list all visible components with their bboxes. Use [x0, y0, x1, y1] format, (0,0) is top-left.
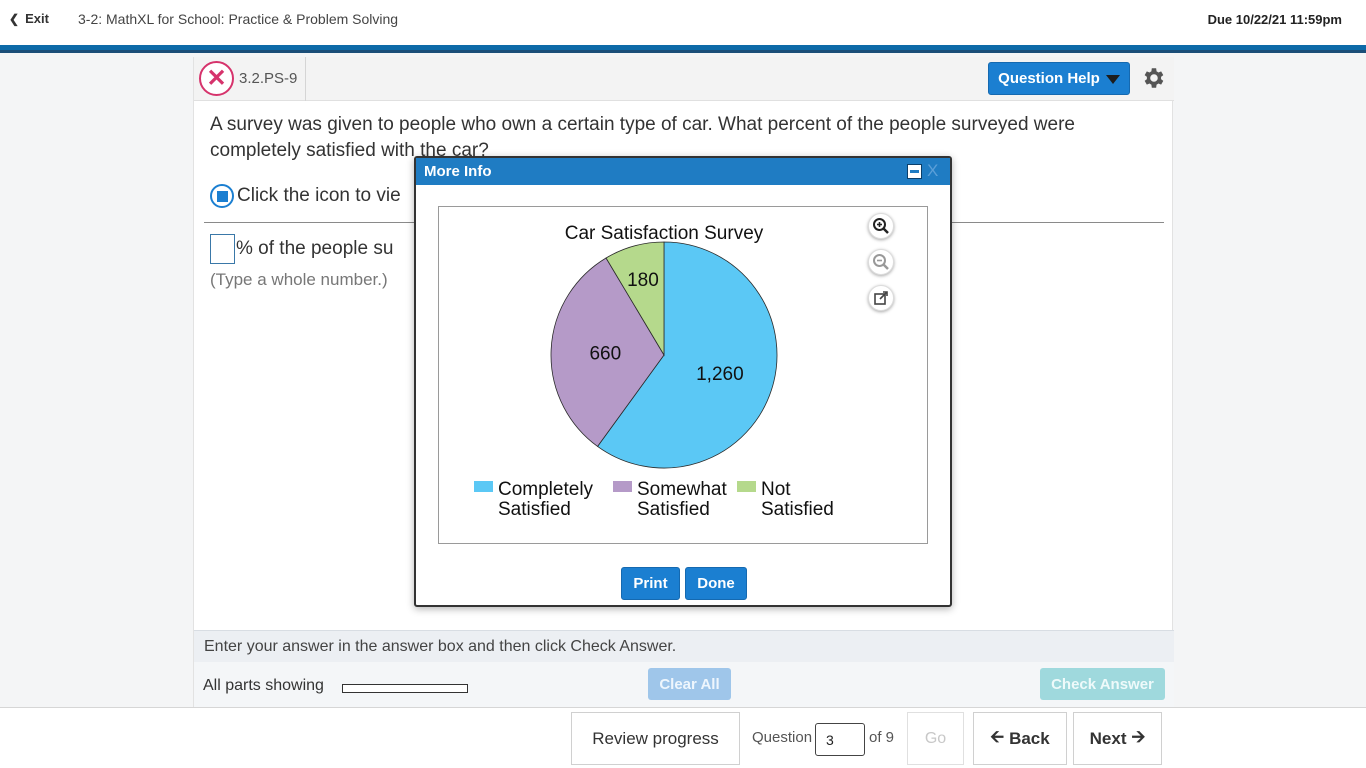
slice-label-3: 180 — [627, 270, 659, 291]
question-text: A survey was given to people who own a c… — [210, 114, 1075, 161]
pie-slice-3 — [605, 241, 665, 357]
top-header: ❮ Exit 3-2: MathXL for School: Practice … — [0, 0, 1366, 45]
external-link-icon — [874, 291, 888, 305]
go-button[interactable]: Go — [907, 712, 964, 765]
arrow-left-icon: 🡨 — [990, 727, 1005, 746]
parts-label: All parts showing — [203, 677, 324, 694]
chevron-left-icon: ❮ — [9, 11, 20, 26]
question-id: 3.2.PS-9 — [239, 70, 298, 87]
legend-label-3: Satisfied — [761, 499, 834, 520]
pie-chart: Car Satisfaction Survey 1,260 660 180 Comp… — [474, 223, 834, 520]
legend-label-3: Not — [761, 479, 791, 500]
legend-label-1: Completely — [498, 479, 594, 500]
print-button[interactable]: Print — [621, 567, 680, 600]
zoom-in-button[interactable] — [868, 213, 894, 239]
instruction-text: Enter your answer in the answer box and … — [204, 638, 677, 655]
answer-suffix-text: % of the people su — [236, 238, 394, 259]
incorrect-status-icon: ✕ — [199, 61, 234, 96]
legend-swatch-1 — [474, 481, 493, 492]
clear-all-button[interactable]: Clear All — [648, 668, 731, 700]
zoom-out-button[interactable] — [868, 249, 894, 275]
parts-bar: All parts showing Clear All Check Answer — [194, 662, 1174, 707]
legend-label-2: Somewhat — [637, 479, 727, 500]
assignment-title: 3-2: MathXL for School: Practice & Probl… — [78, 11, 399, 27]
slice-label-1: 1,260 — [696, 364, 744, 385]
close-button[interactable]: X — [927, 161, 939, 180]
zoom-out-icon — [873, 254, 889, 270]
popout-button[interactable] — [868, 285, 894, 311]
back-button[interactable]: 🡨 Back — [973, 712, 1067, 765]
done-button[interactable]: Done — [685, 567, 747, 600]
exit-button[interactable]: ❮ Exit — [9, 11, 49, 26]
pie-slice-2 — [550, 257, 665, 447]
question-help-label: Question Help — [998, 70, 1100, 87]
gear-icon[interactable] — [1140, 65, 1166, 91]
answer-row: % of the people su — [210, 234, 393, 264]
parts-progress-bar — [342, 684, 468, 693]
slice-label-2: 660 — [589, 343, 621, 364]
next-label: Next — [1089, 728, 1127, 748]
next-button[interactable]: Next 🡪 — [1073, 712, 1162, 765]
question-help-button[interactable]: Question Help — [988, 62, 1130, 95]
more-info-row: Click the icon to vie — [210, 184, 401, 208]
more-info-dialog: More Info X Car Satisfaction Survey 1,26… — [414, 156, 952, 607]
minimize-icon[interactable] — [907, 164, 922, 179]
legend-swatch-2 — [613, 481, 632, 492]
arrow-right-icon: 🡪 — [1131, 727, 1146, 746]
divider — [305, 57, 306, 101]
dialog-title: More Info — [424, 163, 492, 180]
question-nav-label: Question — [752, 729, 813, 746]
instruction-bar: Enter your answer in the answer box and … — [194, 630, 1174, 662]
answer-hint: (Type a whole number.) — [210, 270, 388, 289]
legend-label-1: Satisfied — [498, 499, 571, 520]
answer-input[interactable] — [210, 234, 235, 264]
legend-label-2: Satisfied — [637, 499, 710, 520]
chart-title: Car Satisfaction Survey — [565, 223, 764, 244]
check-answer-button[interactable]: Check Answer — [1040, 668, 1165, 700]
header-divider — [0, 45, 1366, 53]
back-label: Back — [1009, 728, 1050, 748]
more-info-icon[interactable] — [210, 184, 234, 208]
pie-slice-1 — [597, 241, 778, 469]
dialog-header: More Info X — [416, 158, 950, 185]
exit-label: Exit — [25, 11, 49, 26]
due-date: Due 10/22/21 11:59pm — [1207, 12, 1342, 27]
question-number-input[interactable]: 3 — [815, 723, 865, 756]
caret-down-icon — [1105, 75, 1120, 84]
review-progress-button[interactable]: Review progress — [571, 712, 740, 765]
question-header: ✕ 3.2.PS-9 Question Help — [194, 57, 1174, 101]
zoom-in-icon — [873, 218, 889, 234]
chart-frame: Car Satisfaction Survey 1,260 660 180 Comp… — [438, 206, 928, 544]
legend-swatch-3 — [737, 481, 756, 492]
question-total: of 9 — [869, 729, 895, 746]
click-icon-text: Click the icon to vie — [237, 185, 401, 206]
bottom-nav: Review progress Question 3 of 9 Go 🡨 Bac… — [0, 707, 1366, 768]
